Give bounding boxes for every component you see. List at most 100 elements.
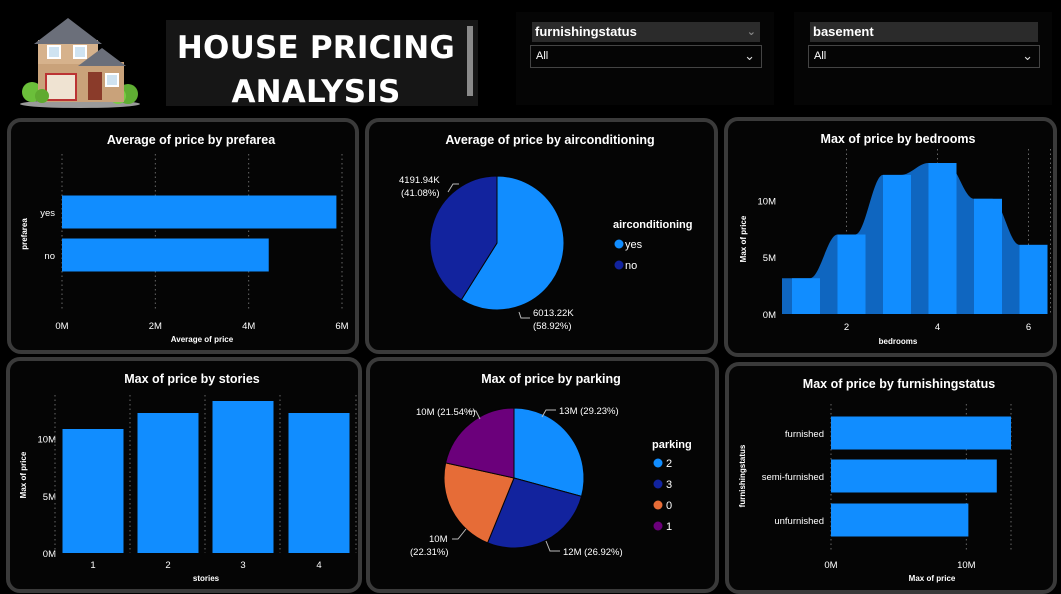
house-icon <box>18 12 142 108</box>
x-axis-label: bedrooms <box>879 337 918 346</box>
x-tick-label: 4M <box>242 321 255 332</box>
x-axis-label: Average of price <box>171 335 234 344</box>
pie-slice <box>460 175 565 311</box>
y-tick-label: unfurnished <box>774 516 824 527</box>
bar <box>212 401 274 553</box>
y-tick-label: semi-furnished <box>762 472 824 483</box>
legend-marker <box>614 239 624 249</box>
x-tick-label: 3 <box>240 560 245 571</box>
pie-slice <box>429 175 498 301</box>
panel-prefarea[interactable]: Average of price by prefarea 0M 2M 4M 6M yes n… <box>7 118 359 354</box>
slicer-label: furnishingstatus <box>535 24 637 39</box>
data-label: 12M (26.92%) <box>563 547 623 558</box>
y-tick-label: 0M <box>43 549 56 560</box>
chart-prefarea: Average of price by prefarea 0M 2M 4M 6M yes n… <box>20 133 349 344</box>
pie-slice <box>513 407 585 497</box>
x-tick-label: 4 <box>316 560 321 571</box>
x-tick-label: 2M <box>149 321 162 332</box>
slicer-dropdown[interactable]: All ⌄ <box>808 45 1040 68</box>
area-column <box>883 174 911 314</box>
y-tick-label: 0M <box>763 310 776 321</box>
data-label: 6013.22K <box>533 308 574 319</box>
legend-item: 2 <box>666 458 672 470</box>
data-label: 4191.94K <box>399 175 440 186</box>
panel-furnishingstatus[interactable]: Max of price by furnishingstatus 0M 10M fur… <box>725 362 1057 594</box>
chart-title: Max of price by bedrooms <box>821 132 976 146</box>
x-axis-label: stories <box>193 574 220 583</box>
x-tick-label: 10M <box>957 560 976 571</box>
leader-line <box>468 410 481 420</box>
area-column <box>1019 244 1048 314</box>
x-tick-label: 6 <box>1026 322 1031 333</box>
slicer-basement: basement All ⌄ <box>794 12 1052 105</box>
slicer-header: basement <box>810 22 1038 42</box>
chart-title: Average of price by prefarea <box>107 133 276 147</box>
bar <box>831 503 969 537</box>
x-tick-label: 2 <box>844 322 849 333</box>
area-shape <box>782 163 1048 314</box>
x-tick-label: 0M <box>824 560 837 571</box>
legend-title: airconditioning <box>613 219 692 231</box>
chart-bedrooms: Max of price by bedrooms 0M 5M 10M 2 4 6 bedroo… <box>739 132 1051 346</box>
chart-stories: Max of price by stories 0M 5M 10M 1 2 3 4 storie… <box>19 372 357 583</box>
leader-line <box>545 540 560 552</box>
y-axis-label: prefarea <box>20 218 29 250</box>
chart-parking: Max of price by parking 13M (29.23%) 12M (… <box>410 372 692 558</box>
bar <box>62 195 337 229</box>
bar <box>831 416 1011 450</box>
pie-slice <box>443 462 515 544</box>
bar <box>831 459 997 493</box>
area-column <box>974 198 1002 314</box>
panel-stories[interactable]: Max of price by stories 0M 5M 10M 1 2 3 4 storie… <box>6 357 362 593</box>
legend-marker <box>653 500 663 510</box>
area-column <box>837 234 866 314</box>
slicer-label: basement <box>813 24 874 39</box>
data-label: 10M (21.54%) <box>416 407 476 418</box>
chart-title: Max of price by furnishingstatus <box>803 377 995 391</box>
title-scrollbar[interactable] <box>467 26 473 96</box>
page-title-line2: ANALYSIS <box>231 74 401 110</box>
panel-bedrooms[interactable]: Max of price by bedrooms 0M 5M 10M 2 4 6 bedroo… <box>724 117 1057 357</box>
legend-item: 0 <box>666 500 672 512</box>
area-column <box>792 278 820 314</box>
y-tick-label: 10M <box>38 435 57 446</box>
legend-item: 1 <box>666 521 672 533</box>
panel-parking[interactable]: Max of price by parking 13M (29.23%) 12M (… <box>366 357 719 593</box>
slicer-value: All <box>814 50 827 62</box>
chevron-down-icon[interactable]: ⌄ <box>744 48 755 63</box>
y-axis-label: Max of price <box>739 215 748 262</box>
x-tick-label: 6M <box>335 321 348 332</box>
legend-marker <box>653 521 663 531</box>
slicer-furnishingstatus: furnishingstatus ⌄ All ⌄ <box>516 12 774 105</box>
bar <box>62 429 124 553</box>
y-axis-label: Max of price <box>19 451 28 498</box>
pie-slice <box>486 477 583 549</box>
legend-item: yes <box>625 239 643 251</box>
chart-title: Max of price by parking <box>481 372 621 386</box>
chevron-down-icon[interactable]: ⌄ <box>746 26 756 38</box>
legend-marker <box>653 479 663 489</box>
page-title: HOUSE PRICING ANALYSIS <box>166 26 466 114</box>
legend-title: parking <box>652 439 692 451</box>
y-tick-label: no <box>44 251 55 262</box>
data-label: 13M (29.23%) <box>559 406 619 417</box>
data-label: (58.92%) <box>533 321 572 332</box>
legend-marker <box>614 260 624 270</box>
y-tick-label: 5M <box>43 492 56 503</box>
area-column <box>928 163 957 314</box>
legend-marker <box>653 458 663 468</box>
leader-line <box>541 409 556 418</box>
panel-airconditioning[interactable]: Average of price by airconditioning 6013.… <box>365 118 718 354</box>
leader-line <box>447 183 459 193</box>
y-tick-label: furnished <box>785 429 824 440</box>
leader-line <box>452 528 467 540</box>
chevron-down-icon[interactable]: ⌄ <box>1022 48 1033 63</box>
x-tick-label: 0M <box>55 321 68 332</box>
slicer-dropdown[interactable]: All ⌄ <box>530 45 762 68</box>
legend-item: no <box>625 260 637 272</box>
bar <box>288 413 350 553</box>
page-title-line1: HOUSE PRICING <box>176 30 456 66</box>
y-tick-label: yes <box>40 208 55 219</box>
chart-title: Max of price by stories <box>124 372 260 386</box>
leader-line <box>518 311 530 319</box>
